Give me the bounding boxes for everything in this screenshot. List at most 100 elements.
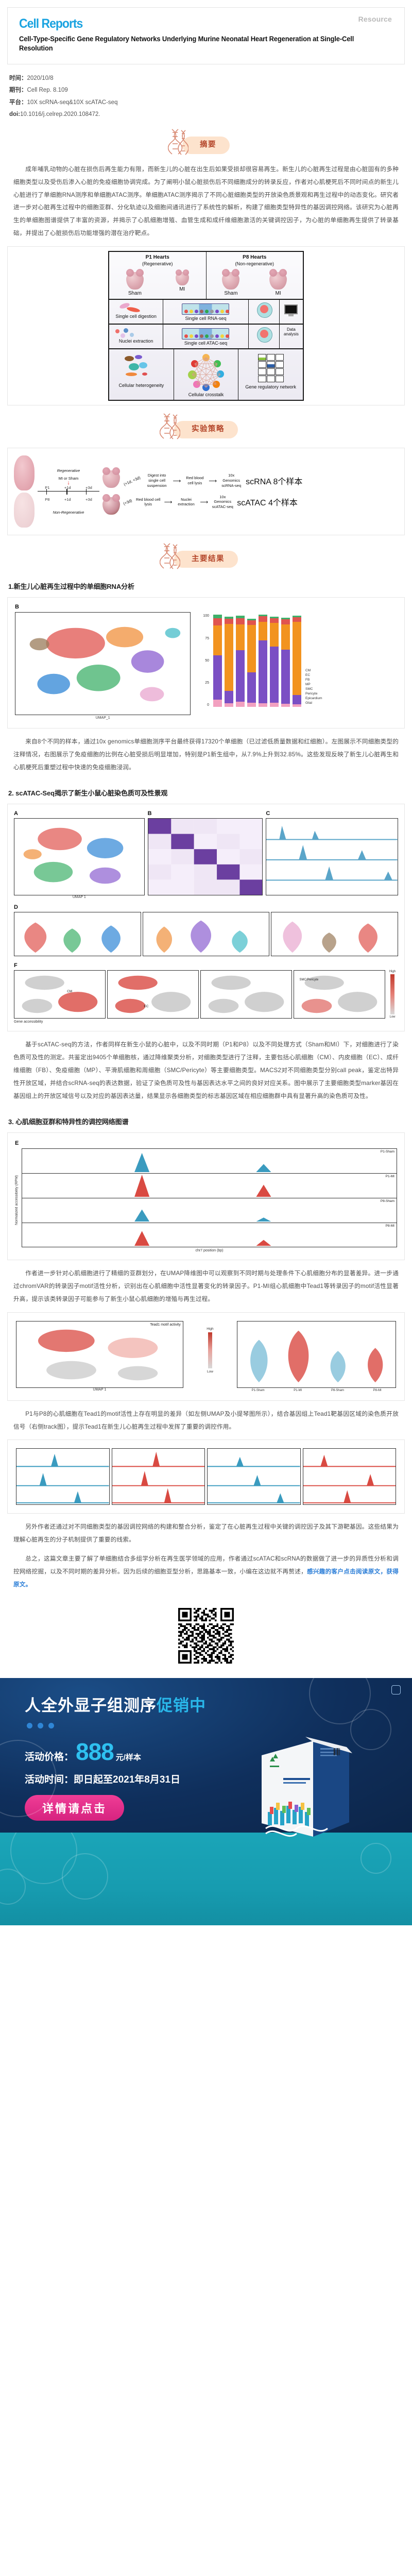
ga-row-scrna: Single cell digestion Single cell RNA-se… (109, 299, 303, 325)
product-box-svg (262, 1737, 352, 1837)
figure3-x-axis-label: chr7 position (bp) (195, 1248, 224, 1252)
ga-label-p8-mi: MI (275, 290, 281, 296)
stacked-bar (236, 615, 245, 707)
figure3-y-axis-label: Normalized accessibility (RPM) (15, 1175, 19, 1226)
track-signal (303, 1455, 396, 1504)
ga-output-crosstalk: Cellular crosstalk (188, 392, 224, 397)
promo-title-plain: 人全外显子组测序 (25, 1697, 157, 1715)
tl-bot-2: +3d (85, 497, 92, 502)
meta-row-platform: 平台：10X scRNA-seq&10X scATAC-seq (9, 97, 403, 109)
dot-icon (27, 1723, 32, 1729)
refresh-icon[interactable] (391, 1685, 401, 1695)
meta-row-journal: 期刊：Cell Rep. 8.109 (9, 84, 403, 97)
tl-top-0: P1 (45, 485, 50, 490)
figure3-track-label-0: P1-Sham (380, 1149, 394, 1154)
figure4-group-0: P1-Sham (251, 1388, 265, 1392)
figure3-track-1: P1-MI (22, 1173, 397, 1198)
ga-col-scrna: Single cell RNA-seq (163, 299, 249, 324)
figure2-umap-clusters (14, 818, 145, 896)
meta-key: 平台： (9, 99, 27, 106)
ga-col-nuclei: Nuclei extraction (109, 324, 164, 348)
read-original-link[interactable]: 感兴趣的客户点击阅读原文，获得原文。 (13, 1568, 399, 1588)
figure2-panel-letter-f: F (14, 962, 18, 969)
arrow-right-icon: ⟶ (164, 499, 173, 505)
microfluidic-chip-icon-atac (182, 328, 230, 340)
article-title: Cell-Type-Specific Gene Regulatory Netwo… (19, 35, 354, 53)
figure-1: B UMAP (7, 597, 405, 729)
figure1-legend-4: SMC (305, 687, 313, 691)
meta-key: doi: (9, 111, 21, 118)
figure5-track-panel (302, 1448, 396, 1505)
dot-icon (48, 1723, 54, 1729)
promo-price-number: 888 (76, 1738, 114, 1766)
heart-icon-p8-sham (222, 268, 240, 290)
stacked-bar (281, 617, 290, 707)
network-graph-icon (188, 353, 224, 391)
ga-col-cell-rna (249, 299, 280, 324)
arrow-right-icon: ⟶ (200, 499, 209, 505)
badge-label-abstract: 摘要 (182, 136, 230, 154)
ga-step-nuclei: Nuclei extraction (118, 338, 153, 344)
figure3-track-label-3: P8-MI (385, 1224, 394, 1228)
figure2-scale-high: High (389, 970, 396, 974)
heart-icon-p1-mi (175, 269, 189, 285)
heart-icon-p8-mi (269, 268, 287, 290)
track-peak (22, 1209, 397, 1222)
ga-step-digestion: Single cell digestion (115, 313, 157, 319)
promo-bottom-section (0, 1833, 412, 1926)
section-2-body: 基于scATAC-seq的方法，作者同样在新生小鼠的心脏中，以及不同时期（P1和… (13, 1041, 399, 1099)
track-signal (208, 1457, 300, 1504)
track-peak (22, 1153, 397, 1172)
meta-value: 2020/10/8 (27, 75, 54, 81)
stacked-bar (270, 616, 279, 707)
down-arrow-icon: ↓ (67, 479, 70, 486)
figure1-legend-6: Epicardium (305, 697, 322, 701)
arrow-right-icon: ⟶ (209, 478, 217, 484)
dna-helix-icon (160, 413, 180, 439)
scatac-sample-count: scATAC 4个样本 (237, 499, 298, 508)
figure5-track-panel (16, 1448, 110, 1505)
ga-step-scatac: Single cell ATAC-seq (184, 340, 228, 346)
figure-3: E Normalized accessibility (RPM) P1-Sham (7, 1132, 405, 1260)
closing-text: 总之，这篇文章主要了解了单细胞结合多组学分析在再生医学领域的应用，作者通过scA… (13, 1555, 399, 1575)
section-heading-3: 3. 心肌细胞亚群和特异性的调控网络图谱 (8, 1117, 129, 1126)
atac-flow-step-1: Nuclei extraction (178, 497, 195, 507)
graphical-abstract-figure: P1 Hearts (Regenerative) Sham MI (7, 246, 405, 405)
promo-title: 人全外显子组测序促销中 (0, 1688, 412, 1716)
figure2-scale-low: Low (389, 1015, 396, 1019)
section-1-body: 来自8个不同的样本，通过10x genomics单细胞测序平台最终获得17320… (13, 738, 399, 771)
ga-label-p1-mi: MI (179, 286, 185, 292)
qr-code-icon[interactable] (178, 1605, 234, 1667)
heart-icon-harvest-bottom (102, 494, 120, 515)
figure2-panel-letter-c: C (266, 810, 270, 817)
figure2-umap-points (23, 827, 124, 884)
strategy-figure: Regenerative MI or Sham ↓ P1 +1d +3d P8 … (7, 447, 405, 535)
figure2-track-plot (266, 818, 398, 896)
rna-flow-step-2: 10x Genomics scRNA-seq (221, 473, 242, 488)
microfluidic-chip-icon (182, 303, 230, 315)
figure2-panel-letter-a: A (14, 810, 18, 817)
figure1-legend-1: EC (305, 673, 311, 677)
product-box-image (256, 1735, 354, 1843)
tl-bot-0: P8 (45, 497, 50, 502)
strategy-treatment-label: MI or Sham (58, 476, 79, 481)
figure2-heatmap (147, 818, 263, 896)
ga-col-grn: Gene regulatory network (238, 349, 303, 400)
figure-4: Tead1 motif activity UMAP 1 High Low (7, 1312, 405, 1401)
promo-banner[interactable]: 人全外显子组测序促销中 活动价格： 888 元/样本 活动时间：即日起至2021… (0, 1678, 412, 1926)
figure1-ytick-0: 100 (203, 614, 209, 618)
figure4-scale-low: Low (207, 1369, 213, 1374)
atac-flow-step-2: 10x Genomics scATAC-seq (212, 494, 233, 510)
heatmap-cells (148, 819, 263, 895)
promo-price-unit: 元/样本 (115, 1753, 141, 1762)
figure1-panel-letter: B (15, 604, 19, 611)
promo-time-label: 活动时间：即日起至2021年8月31日 (25, 1774, 180, 1786)
figure1-legend-3: MP (305, 683, 311, 687)
meta-key: 期刊： (9, 87, 27, 94)
section-4-body: 另外作者还通过对不同细胞类型的基因调控网络的构建和整合分析，鉴定了在心脏再生过程… (13, 1523, 399, 1544)
ga-p8-title: P8 Hearts (243, 255, 267, 261)
article-page: Resource Cell Reports Cell-Type-Specific… (0, 7, 412, 1926)
track-peak (22, 1231, 397, 1246)
figure2-violin-panel (142, 912, 270, 957)
figure4-x-axis: UMAP 1 (93, 1387, 107, 1392)
